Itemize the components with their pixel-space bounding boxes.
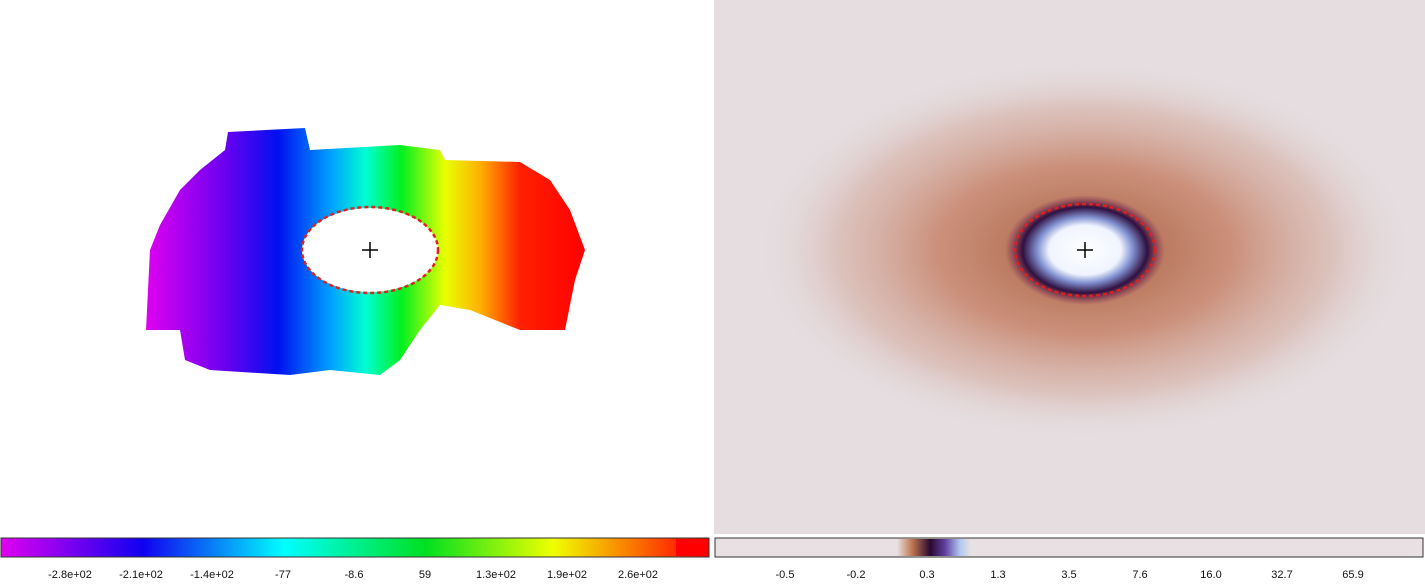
colorbar-label: -2.8e+02 — [48, 569, 92, 581]
colorbar-label: -1.4e+02 — [190, 569, 234, 581]
aperture — [1013, 202, 1157, 298]
colorbar-label: 65.9 — [1342, 569, 1363, 581]
colorbar-label: -0.5 — [776, 569, 795, 581]
colorbar-label: -2.1e+02 — [119, 569, 163, 581]
colorbar-label: -0.2 — [847, 569, 866, 581]
colorbar-label: 2.6e+02 — [618, 569, 658, 581]
center-cross — [1077, 242, 1093, 258]
colorbar-label: 1.3 — [990, 569, 1005, 581]
colorbar-labels: -2.8e+02 -2.1e+02 -1.4e+02 -77 -8.6 59 1.3e+02… — [48, 569, 1364, 581]
colorbar-band — [897, 539, 971, 556]
colorbar-label: 0.3 — [919, 569, 934, 581]
colorbar-label: 7.6 — [1132, 569, 1147, 581]
colorbar-label: -77 — [275, 569, 291, 581]
colorbar — [714, 537, 1424, 558]
colorbar-label: 16.0 — [1200, 569, 1221, 581]
center-cross — [362, 242, 378, 258]
colorbar-label: 32.7 — [1271, 569, 1292, 581]
colorbar-label: 59 — [419, 569, 431, 581]
aperture — [300, 205, 440, 295]
colorbar-label: 3.5 — [1061, 569, 1076, 581]
colorbar — [0, 537, 710, 558]
colorbar-label: -8.6 — [345, 569, 364, 581]
colorbar-end — [676, 539, 708, 556]
colorbar-label: 1.9e+02 — [547, 569, 587, 581]
colorbar-label: 1.3e+02 — [476, 569, 516, 581]
